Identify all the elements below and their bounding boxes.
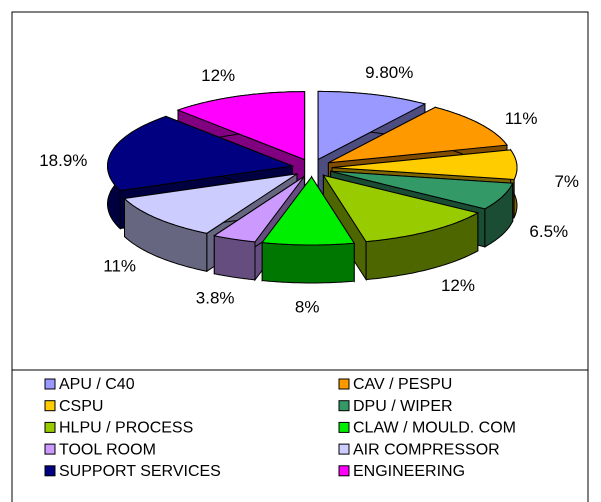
slice-side: [213, 235, 256, 281]
slice: [322, 174, 480, 243]
legend-label: CLAW / MOULD. COM: [353, 420, 516, 437]
legend-swatch: [44, 378, 56, 390]
legend-swatch: [338, 465, 350, 477]
legend-label: TOOL ROOM: [59, 441, 156, 458]
legend-label: SUPPORT SERVICES: [59, 463, 221, 480]
legend-label: ENGINEERING: [353, 463, 465, 480]
data-label: 7%: [554, 172, 579, 191]
data-label: 8%: [295, 297, 320, 316]
data-label: 3.8%: [196, 288, 235, 307]
slice: [330, 170, 514, 210]
legend-label: AIR COMPRESSOR: [353, 441, 500, 458]
data-label: 11%: [103, 256, 136, 275]
pie: 9.80% 11% 7% 6.5% 12% 8% 3.8% 11% 18.9% 12%: [39, 63, 579, 316]
slice: [213, 175, 305, 243]
legend: APU / C40 CAV / PESPU CSPU DPU / WIPER HLPU …: [44, 376, 516, 480]
slice: [328, 106, 508, 164]
data-label: 11%: [505, 109, 538, 128]
slice-side: [261, 241, 355, 284]
slice: [331, 149, 518, 181]
legend-label: HLPU / PROCESS: [59, 420, 193, 437]
slice: [317, 90, 427, 161]
legend-swatch: [338, 421, 350, 433]
data-label: 18.9%: [39, 151, 87, 170]
chart-frame: [11, 11, 589, 502]
data-label: 9.80%: [365, 63, 413, 82]
data-label: 6.5%: [529, 222, 568, 241]
legend-label: APU / C40: [59, 376, 135, 393]
legend-label: DPU / WIPER: [353, 398, 453, 415]
slice: [176, 91, 306, 161]
legend-swatch: [338, 443, 350, 455]
data-label: 12%: [201, 66, 235, 85]
legend-label: CAV / PESPU: [353, 376, 452, 393]
slice: [107, 115, 295, 192]
legend-swatch: [44, 443, 56, 455]
legend-swatch: [44, 465, 56, 477]
legend-label: CSPU: [59, 398, 103, 415]
legend-swatch: [338, 400, 350, 412]
legend-swatch: [338, 378, 350, 390]
slice: [123, 173, 298, 234]
legend-swatch: [44, 400, 56, 412]
legend-swatch: [44, 421, 56, 433]
data-label: 12%: [441, 276, 475, 295]
slice: [261, 176, 356, 246]
